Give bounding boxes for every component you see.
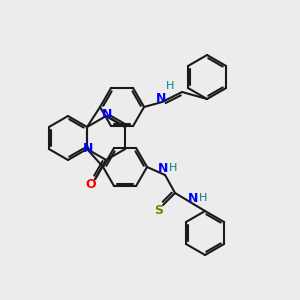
Text: N: N [188,193,198,206]
Text: N: N [156,92,166,106]
Text: H: H [199,193,207,203]
Text: S: S [154,203,164,217]
Text: H: H [166,81,174,91]
Text: N: N [102,109,112,122]
Text: H: H [169,163,177,173]
Text: N: N [158,163,168,176]
Text: N: N [83,142,93,155]
Text: O: O [86,178,96,190]
